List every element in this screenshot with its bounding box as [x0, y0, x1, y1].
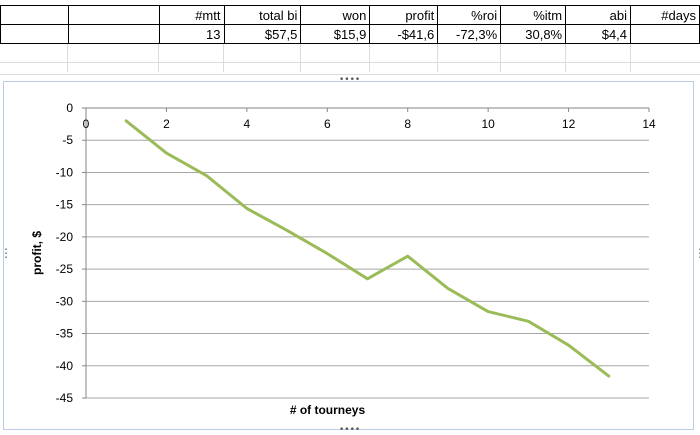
data-point: [487, 311, 489, 313]
spreadsheet-area: #mtt total bi won profit %roi %itm abi #…: [0, 0, 700, 75]
value-row: 13 $57,5 $15,9 -$41,6 -72,3% 30,8% $4,4: [0, 24, 700, 44]
data-point: [527, 320, 529, 322]
y-tick-label: -30: [56, 294, 74, 308]
resize-handle-left[interactable]: ⋮: [0, 246, 12, 260]
cell[interactable]: $57,5: [224, 24, 302, 44]
cell[interactable]: #mtt: [159, 5, 225, 25]
x-tick-label: 2: [163, 117, 170, 131]
cell[interactable]: %itm: [500, 5, 567, 25]
y-tick-label: -5: [62, 133, 73, 147]
gridline: [0, 74, 700, 75]
cell[interactable]: [630, 24, 700, 44]
data-point: [407, 255, 409, 257]
data-point: [447, 287, 449, 289]
gridline: [223, 44, 224, 72]
data-point: [367, 278, 368, 280]
y-tick-label: -40: [56, 359, 74, 373]
y-tick-label: -35: [56, 327, 74, 341]
series-line: [124, 119, 611, 378]
cell[interactable]: [68, 5, 160, 25]
data-point: [165, 152, 167, 154]
data-point: [608, 375, 610, 377]
y-tick-label: -45: [56, 391, 74, 405]
y-axis-title: profit, $: [30, 231, 44, 275]
gridline: [565, 44, 566, 72]
data-point: [286, 229, 288, 231]
embedded-chart[interactable]: 0 2 4 6 8 10 12 14 0 -5 -10 -15 -20 -25 -30 -35 -40 -45 # …: [3, 81, 694, 430]
x-tick-label: 10: [481, 117, 495, 131]
data-point: [568, 344, 570, 346]
cell[interactable]: 13: [159, 24, 225, 44]
cell[interactable]: profit: [369, 5, 439, 25]
y-tick-label: 0: [66, 101, 73, 115]
x-tick-label: 14: [642, 117, 656, 131]
x-tick-label: 8: [404, 117, 411, 131]
cell[interactable]: [0, 5, 69, 25]
header-row: #mtt total bi won profit %roi %itm abi #…: [0, 5, 700, 25]
gridline: [630, 44, 631, 72]
x-axis-title: # of tourneys: [290, 403, 366, 417]
gridline: [67, 44, 68, 72]
cell[interactable]: won: [300, 5, 371, 25]
gridline: [0, 62, 700, 63]
x-tick-label: 6: [324, 117, 331, 131]
gridline: [500, 44, 501, 72]
cell[interactable]: -$41,6: [369, 24, 439, 44]
y-tick-label: -25: [56, 262, 74, 276]
cell[interactable]: #days: [630, 5, 700, 25]
x-tick-label: 12: [562, 117, 576, 131]
y-tick-label: -10: [56, 165, 74, 179]
x-tick-label: 0: [83, 117, 90, 131]
y-tick-label: -20: [56, 230, 74, 244]
data-point: [246, 208, 248, 210]
data-point: [206, 175, 208, 177]
cell[interactable]: [68, 24, 160, 44]
gridline: [300, 44, 301, 72]
cell[interactable]: abi: [565, 5, 632, 25]
data-point: [326, 253, 328, 255]
gridline: [369, 44, 370, 72]
x-tick-label: 4: [244, 117, 251, 131]
resize-handle-top[interactable]: ••••: [339, 75, 361, 85]
chart-canvas: 0 2 4 6 8 10 12 14 0 -5 -10 -15 -20 -25 -30 -35 -40 -45 # …: [30, 101, 656, 417]
cell[interactable]: [0, 24, 69, 44]
resize-handle-bottom[interactable]: ••••: [339, 425, 361, 435]
cell[interactable]: total bi: [224, 5, 302, 25]
resize-handle-right[interactable]: ⋮: [694, 246, 700, 260]
stats-table: #mtt total bi won profit %roi %itm abi #…: [0, 5, 700, 44]
cell[interactable]: $15,9: [300, 24, 371, 44]
gridline: [437, 44, 438, 72]
data-point: [125, 120, 127, 122]
cell[interactable]: $4,4: [565, 24, 632, 44]
cell[interactable]: -72,3%: [437, 24, 502, 44]
cell[interactable]: %roi: [437, 5, 502, 25]
y-tick-label: -15: [56, 198, 74, 212]
gridline: [158, 44, 159, 72]
cell[interactable]: 30,8%: [500, 24, 567, 44]
